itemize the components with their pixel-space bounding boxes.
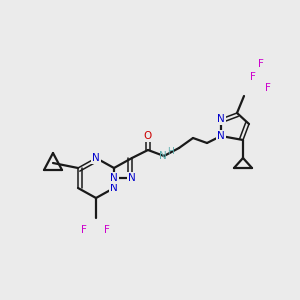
Text: N: N <box>217 131 225 141</box>
Text: N: N <box>110 173 118 183</box>
Text: N: N <box>92 153 100 163</box>
Text: N: N <box>128 173 136 183</box>
Text: N: N <box>110 173 118 183</box>
Text: N: N <box>128 173 136 183</box>
Text: F: F <box>250 72 256 82</box>
Text: F: F <box>104 225 110 235</box>
Text: O: O <box>144 131 152 141</box>
Text: N: N <box>217 131 225 141</box>
Text: N: N <box>217 114 225 124</box>
Text: F: F <box>81 225 87 235</box>
Text: H: H <box>168 148 174 157</box>
Text: N: N <box>159 151 167 161</box>
Text: F: F <box>258 59 264 69</box>
Text: N: N <box>92 153 100 163</box>
Text: N: N <box>110 183 118 193</box>
Text: N: N <box>217 114 225 124</box>
Text: N: N <box>110 183 118 193</box>
Text: O: O <box>144 131 152 141</box>
Text: F: F <box>265 83 271 93</box>
